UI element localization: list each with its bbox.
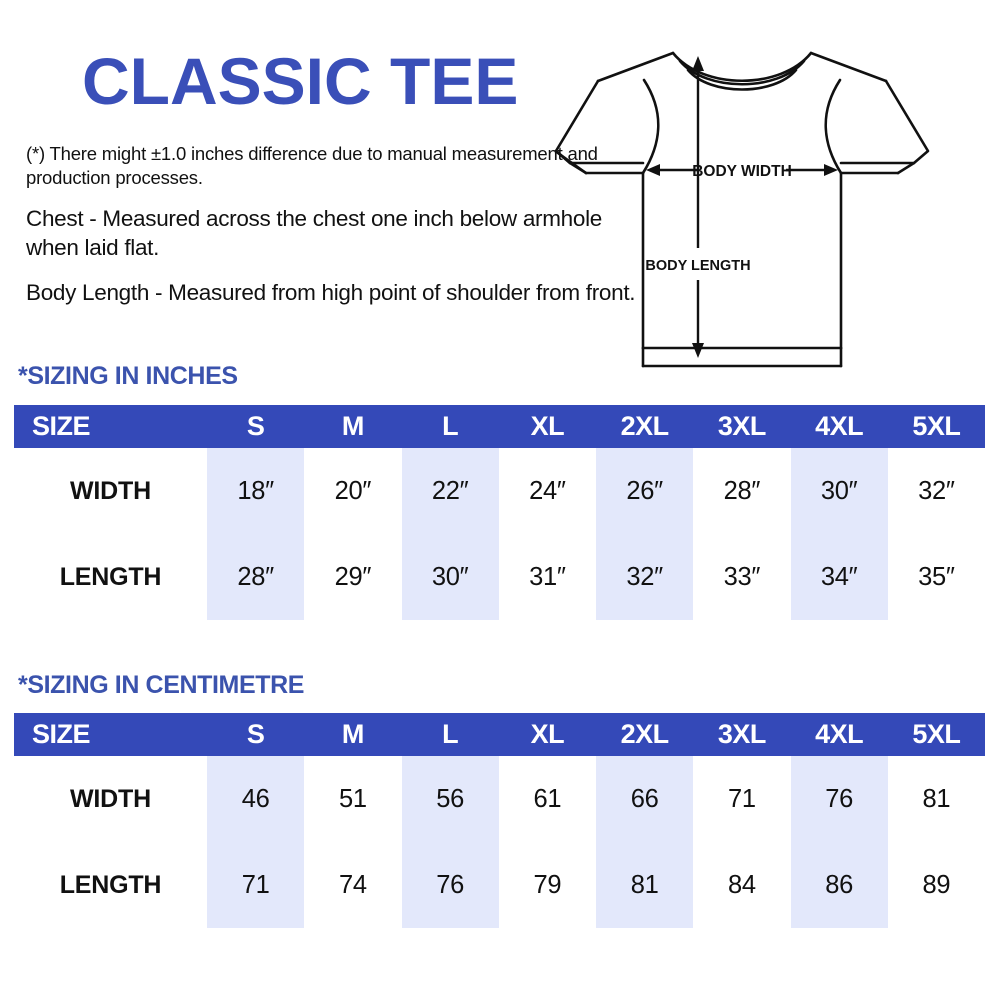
cell-width-4xl: 30″ [790, 448, 888, 534]
cell-width-3xl: 28″ [693, 448, 791, 534]
cell-width-m: 51 [304, 756, 402, 842]
cell-width-l: 22″ [401, 448, 499, 534]
table-header-row: SIZE S M L XL 2XL 3XL 4XL 5XL [14, 713, 985, 756]
cell-width-5xl: 81 [887, 756, 985, 842]
column-header-l: L [401, 713, 499, 756]
column-header-m: M [304, 713, 402, 756]
cell-length-xl: 31″ [498, 534, 596, 620]
table-row: LENGTH 28″ 29″ 30″ 31″ 32″ 33″ 34″ 35″ [14, 534, 985, 620]
body-width-label: BODY WIDTH [692, 163, 792, 180]
cell-length-4xl: 86 [790, 842, 888, 928]
column-header-5xl: 5XL [887, 713, 985, 756]
cell-length-m: 74 [304, 842, 402, 928]
cell-length-2xl: 32″ [596, 534, 694, 620]
page-title: CLASSIC TEE [82, 44, 519, 118]
tshirt-diagram: BODY WIDTH BODY LENGTH [498, 18, 998, 388]
table-row: WIDTH 46 51 56 61 66 71 76 81 [14, 756, 985, 842]
column-header-m: M [304, 405, 402, 448]
size-table-centimetre: SIZE S M L XL 2XL 3XL 4XL 5XL WIDTH 46 5… [14, 713, 985, 928]
body-length-definition: Body Length - Measured from high point o… [26, 279, 636, 305]
cell-width-4xl: 76 [790, 756, 888, 842]
column-header-size: SIZE [14, 405, 207, 448]
intro-text-block: (*) There might ±1.0 inches difference d… [26, 142, 641, 308]
column-header-l: L [401, 405, 499, 448]
cell-length-5xl: 89 [887, 842, 985, 928]
row-label-length: LENGTH [14, 534, 207, 620]
table-row: LENGTH 71 74 76 79 81 84 86 89 [14, 842, 985, 928]
cell-length-s: 71 [207, 842, 305, 928]
cell-width-xl: 61 [498, 756, 596, 842]
column-header-size: SIZE [14, 713, 207, 756]
cell-length-xl: 79 [498, 842, 596, 928]
cell-length-4xl: 34″ [790, 534, 888, 620]
table-row: WIDTH 18″ 20″ 22″ 24″ 26″ 28″ 30″ 32″ [14, 448, 985, 534]
body-length-label: BODY LENGTH [645, 258, 750, 274]
cell-length-2xl: 81 [596, 842, 694, 928]
cell-width-3xl: 71 [693, 756, 791, 842]
column-header-5xl: 5XL [887, 405, 985, 448]
table-header-row: SIZE S M L XL 2XL 3XL 4XL 5XL [14, 405, 985, 448]
column-header-s: S [207, 405, 305, 448]
cell-width-m: 20″ [304, 448, 402, 534]
cell-length-3xl: 33″ [693, 534, 791, 620]
column-header-2xl: 2XL [596, 405, 694, 448]
cell-length-3xl: 84 [693, 842, 791, 928]
cell-length-l: 76 [401, 842, 499, 928]
row-label-width: WIDTH [14, 448, 207, 534]
cell-length-m: 29″ [304, 534, 402, 620]
column-header-s: S [207, 713, 305, 756]
cell-width-xl: 24″ [498, 448, 596, 534]
row-label-length: LENGTH [14, 842, 207, 928]
row-label-width: WIDTH [14, 756, 207, 842]
cell-length-5xl: 35″ [887, 534, 985, 620]
cell-width-l: 56 [401, 756, 499, 842]
column-header-4xl: 4XL [790, 405, 888, 448]
cell-width-s: 18″ [207, 448, 305, 534]
column-header-3xl: 3XL [693, 405, 791, 448]
cell-length-s: 28″ [207, 534, 305, 620]
cell-width-5xl: 32″ [887, 448, 985, 534]
size-table-inches: SIZE S M L XL 2XL 3XL 4XL 5XL WIDTH 18″ … [14, 405, 985, 620]
column-header-xl: XL [498, 713, 596, 756]
column-header-4xl: 4XL [790, 713, 888, 756]
chest-definition: Chest - Measured across the chest one in… [26, 206, 603, 261]
cell-width-s: 46 [207, 756, 305, 842]
column-header-3xl: 3XL [693, 713, 791, 756]
cell-width-2xl: 26″ [596, 448, 694, 534]
cell-width-2xl: 66 [596, 756, 694, 842]
column-header-2xl: 2XL [596, 713, 694, 756]
column-header-xl: XL [498, 405, 596, 448]
section-heading-inches: *SIZING IN INCHES [18, 362, 238, 390]
section-heading-centimetre: *SIZING IN CENTIMETRE [18, 671, 305, 699]
measurement-disclaimer: (*) There might ±1.0 inches difference d… [26, 143, 598, 188]
cell-length-l: 30″ [401, 534, 499, 620]
